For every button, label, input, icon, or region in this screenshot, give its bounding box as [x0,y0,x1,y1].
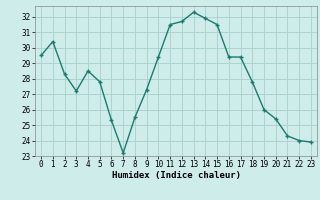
X-axis label: Humidex (Indice chaleur): Humidex (Indice chaleur) [111,171,241,180]
